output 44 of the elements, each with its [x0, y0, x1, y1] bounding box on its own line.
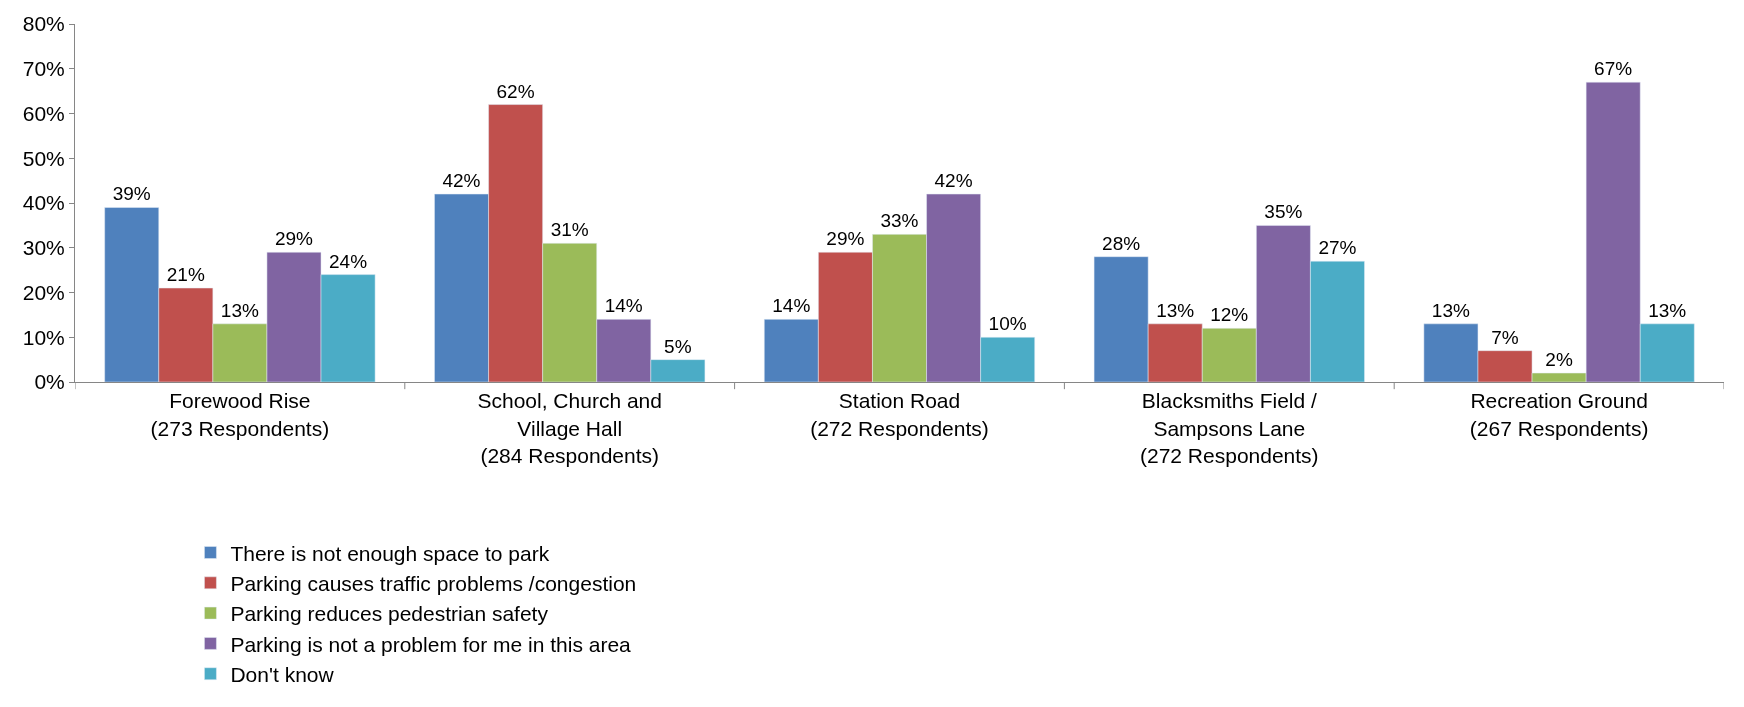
data-label: 28%	[1102, 232, 1141, 254]
x-tick-label: Recreation Ground (267 Respondents)	[1469, 389, 1649, 440]
x-tick-label: Station Road (272 Respondents)	[810, 389, 989, 440]
data-label: 29%	[826, 228, 865, 250]
y-tick-label: 20%	[22, 280, 65, 304]
data-label: 13%	[220, 299, 259, 321]
data-label: 14%	[604, 295, 643, 317]
legend-label: Don't know	[230, 662, 335, 686]
data-label: 27%	[1318, 237, 1357, 259]
data-label: 24%	[329, 250, 368, 272]
y-tick-label: 80%	[22, 12, 65, 36]
y-tick-label: 50%	[22, 146, 65, 170]
data-label: 42%	[442, 170, 481, 192]
data-label: 67%	[1594, 58, 1633, 80]
data-label: 10%	[988, 313, 1027, 335]
data-label: 39%	[112, 183, 151, 205]
data-label: 29%	[274, 228, 314, 250]
legend-label: Parking is not a problem for me in this area	[230, 632, 632, 656]
data-label: 5%	[664, 335, 692, 357]
data-label: 13%	[1156, 299, 1195, 321]
y-tick-label: 10%	[22, 325, 65, 349]
y-tick-label: 30%	[22, 236, 65, 260]
x-tick-label: Forewood Rise (273 Respondents)	[150, 389, 330, 440]
y-tick-label: 70%	[22, 57, 65, 81]
data-label: 31%	[550, 219, 589, 241]
y-tick-label: 0%	[34, 370, 65, 394]
data-label: 21%	[166, 264, 205, 286]
x-tick-label: School, Church and Village Hall (284 Respondents)	[477, 389, 662, 467]
data-label: 42%	[934, 170, 973, 192]
legend-label: There is not enough space to park	[230, 541, 550, 565]
data-label: 7%	[1491, 326, 1519, 348]
data-label: 13%	[1431, 299, 1470, 321]
y-tick-label: 60%	[22, 101, 65, 125]
data-label: 13%	[1648, 299, 1687, 321]
data-label: 35%	[1264, 201, 1303, 223]
data-label: 62%	[496, 80, 535, 102]
x-tick-label: Blacksmiths Field / Sampsons Lane (272 Respondents)	[1139, 389, 1319, 467]
y-tick-label: 40%	[22, 191, 65, 215]
data-label: 14%	[772, 295, 811, 317]
legend-label: Parking reduces pedestrian safety	[230, 602, 549, 626]
data-label: 2%	[1545, 349, 1573, 371]
legend-label: Parking causes traffic problems /congestion	[230, 572, 637, 595]
data-label: 12%	[1210, 304, 1249, 326]
data-label: 33%	[880, 210, 919, 232]
